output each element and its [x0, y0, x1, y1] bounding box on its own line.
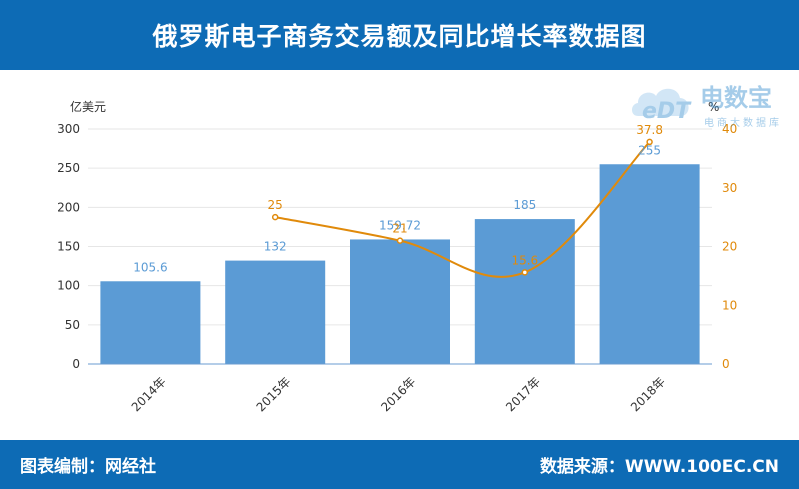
line-data-label: 21 — [392, 222, 407, 236]
y-left-tick-label: 300 — [57, 122, 80, 136]
y-left-tick-label: 250 — [57, 161, 80, 175]
y-right-tick-label: 0 — [722, 357, 730, 371]
x-tick-label: 2014年 — [129, 374, 169, 414]
watermark-logo: eDT 电数宝 电商大数据库 — [632, 84, 782, 129]
y-left-tick-label: 150 — [57, 240, 80, 254]
y-right-tick-label: 10 — [722, 298, 737, 312]
y-right-tick-label: 20 — [722, 240, 737, 254]
x-tick-label: 2017年 — [503, 374, 543, 414]
x-tick-label: 2015年 — [254, 374, 294, 414]
line-point — [521, 269, 529, 276]
line-point — [271, 213, 279, 221]
line-data-label: 15.6 — [511, 253, 538, 267]
line-data-label: 25 — [268, 198, 283, 212]
series-line — [275, 141, 651, 278]
x-tick-label: 2016年 — [378, 374, 418, 414]
y-left-tick-label: 50 — [65, 318, 80, 332]
bar — [599, 164, 700, 364]
y-left-tick-label: 100 — [57, 279, 80, 293]
bar — [474, 219, 575, 364]
y-right-tick-label: 30 — [722, 181, 737, 195]
y-left-tick-label: 0 — [72, 357, 80, 371]
line-data-label: 37.8 — [636, 123, 663, 137]
bar — [100, 281, 201, 364]
cloud-icon — [632, 88, 689, 116]
watermark-subtitle: 电商大数据库 — [704, 116, 782, 129]
y-left-axis-label: 亿美元 — [70, 99, 106, 114]
y-right-tick-label: 40 — [722, 122, 737, 136]
line-point — [646, 138, 653, 146]
x-tick-label: 2018年 — [628, 374, 668, 414]
bar — [225, 260, 326, 364]
bar-data-label: 255 — [638, 143, 661, 157]
bar-data-label: 105.6 — [133, 260, 167, 274]
chart-area: 0 50 100 150 200 250 300 0 10 20 30 40 亿美元 % 2014年 2015… — [57, 99, 737, 414]
bar-data-label: 132 — [264, 240, 287, 254]
chart-title: 俄罗斯电子商务交易额及同比增长率数据图 — [152, 22, 647, 51]
footer-source: 数据来源：WWW.100EC.CN — [539, 457, 779, 477]
footer-credit: 图表编制：网经社 — [20, 457, 156, 477]
watermark-name: 电数宝 — [700, 84, 772, 112]
footer-bar: 图表编制：网经社 数据来源：WWW.100EC.CN — [0, 440, 799, 489]
bar — [350, 239, 450, 364]
bar-data-label: 159.72 — [379, 218, 421, 232]
header-bar: 俄罗斯电子商务交易额及同比增长率数据图 — [0, 0, 799, 70]
y-right-axis-label: % — [708, 100, 719, 114]
line-point — [396, 237, 404, 244]
bar-data-label: 185 — [513, 198, 536, 212]
watermark-mark: eDT — [642, 99, 692, 124]
y-left-tick-label: 200 — [57, 200, 80, 214]
